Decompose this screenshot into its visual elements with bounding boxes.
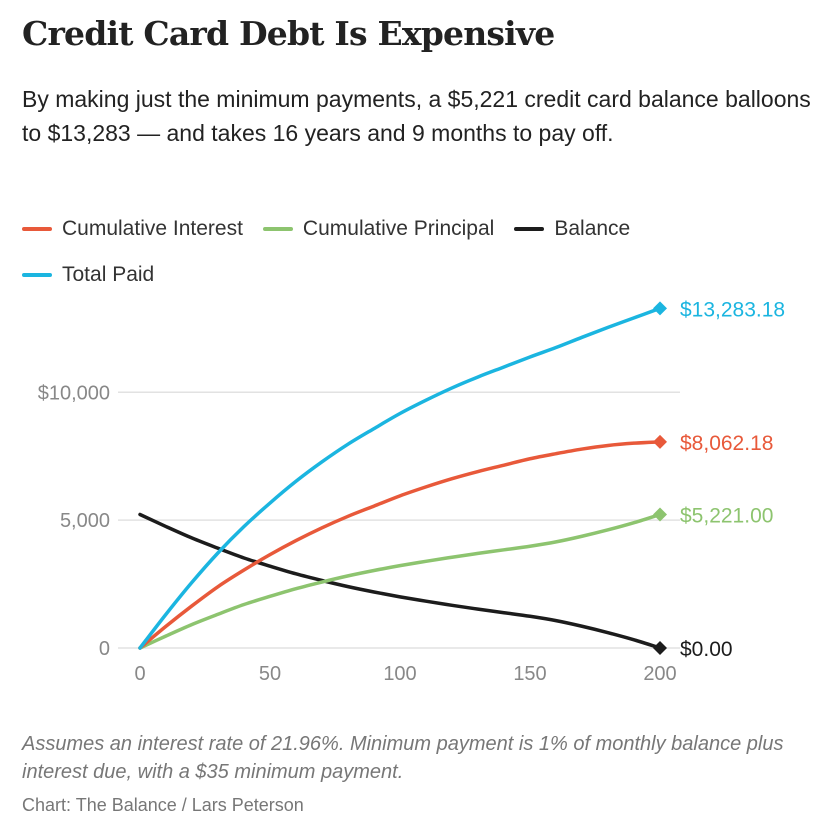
chart-subtitle: By making just the minimum payments, a $…	[22, 86, 811, 146]
x-tick-label: 200	[643, 663, 676, 685]
legend-row-1: Cumulative Interest Cumulative Principal…	[22, 206, 822, 252]
legend-item-balance: Balance	[514, 217, 630, 241]
end-label-balance: $0.00	[680, 638, 733, 661]
legend-item-cumulative-principal: Cumulative Principal	[262, 217, 495, 241]
legend-item-total-paid: Total Paid	[22, 263, 154, 287]
y-tick-label: $10,000	[38, 382, 110, 404]
legend-swatch-cumulative-interest	[22, 227, 52, 231]
series-line-cumulative-interest	[138, 440, 662, 650]
end-label-total-paid: $13,283.18	[680, 298, 785, 321]
legend-swatch-cumulative-principal	[262, 227, 293, 231]
chart-footnote: Assumes an interest rate of 21.96%. Mini…	[22, 733, 784, 783]
legend-label-cumulative-interest: Cumulative Interest	[62, 217, 243, 240]
chart-source: Chart: The Balance / Lars Peterson	[22, 795, 304, 815]
end-marker-total-paid	[653, 301, 667, 316]
legend-label-balance: Balance	[554, 217, 631, 240]
end-marker-balance	[653, 641, 667, 655]
legend-row-2: Total Paid	[22, 252, 822, 298]
legend-label-total-paid: Total Paid	[62, 263, 155, 286]
chart-title: Credit Card Debt Is Expensive	[22, 14, 555, 53]
legend-swatch-total-paid	[22, 273, 52, 277]
legend-swatch-balance	[514, 227, 545, 231]
x-tick-label: 100	[383, 663, 416, 685]
end-label-cumulative-interest: $8,062.18	[680, 432, 773, 455]
series-line-cumulative-principal	[138, 512, 662, 650]
legend-label-cumulative-principal: Cumulative Principal	[302, 217, 495, 240]
legend-item-cumulative-interest: Cumulative Interest	[22, 217, 243, 241]
series-line-total-paid	[138, 306, 662, 650]
y-tick-label: 0	[99, 638, 110, 660]
x-tick-label: 0	[134, 663, 145, 685]
chart-legend: Cumulative Interest Cumulative Principal…	[22, 206, 822, 298]
end-marker-cumulative-principal	[653, 507, 667, 522]
line-chart: 0 5,000 $10,000 0 50 100 150 200 $8,062.18 $5,221…	[38, 298, 785, 685]
end-label-cumulative-principal: $5,221.00	[680, 504, 773, 527]
y-tick-label: 5,000	[60, 510, 110, 532]
x-tick-label: 50	[259, 663, 281, 685]
end-marker-cumulative-interest	[653, 434, 667, 449]
series-line-balance	[138, 512, 662, 650]
x-tick-label: 150	[513, 663, 546, 685]
